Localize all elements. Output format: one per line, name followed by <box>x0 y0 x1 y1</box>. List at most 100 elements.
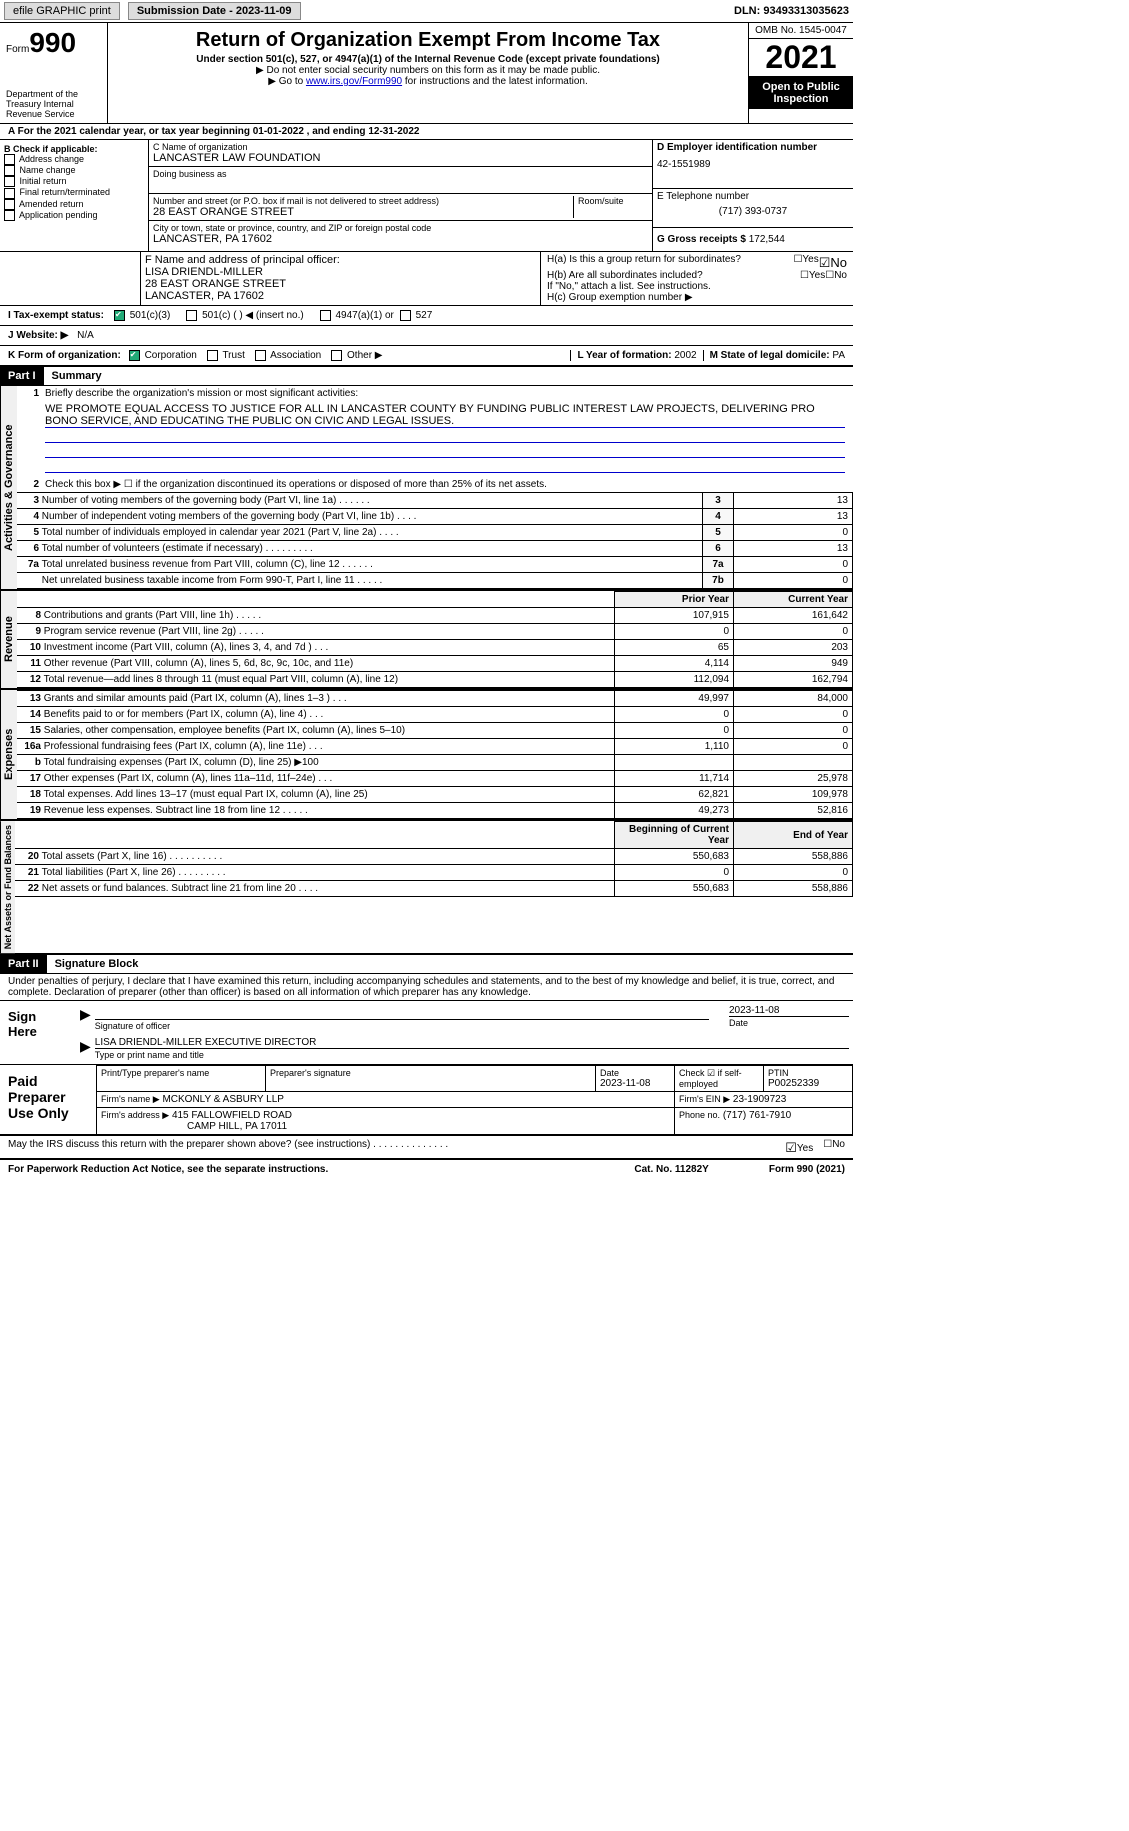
net-assets-section: Net Assets or Fund Balances Beginning of… <box>0 821 853 955</box>
h-b-no[interactable]: ☐No <box>825 270 847 281</box>
efile-print-button[interactable]: efile GRAPHIC print <box>4 2 120 20</box>
officer-city: LANCASTER, PA 17602 <box>145 290 536 302</box>
prep-sig-label: Preparer's signature <box>270 1068 591 1078</box>
part-i-header: Part I Summary <box>0 367 853 386</box>
discuss-yes[interactable]: ☑Yes <box>785 1139 813 1155</box>
expenses-section: Expenses 13 Grants and similar amounts p… <box>0 690 853 821</box>
firm-addr1: 415 FALLOWFIELD ROAD <box>172 1110 292 1121</box>
h-a-yes[interactable]: ☐Yes <box>793 254 818 270</box>
summary-row: 3 Number of voting members of the govern… <box>17 493 853 509</box>
h-b-note: If "No," attach a list. See instructions… <box>547 281 847 292</box>
net-assets-label: Net Assets or Fund Balances <box>0 821 15 953</box>
summary-row: 9 Program service revenue (Part VIII, li… <box>17 624 853 640</box>
dba-label: Doing business as <box>153 169 648 179</box>
org-form-row: K Form of organization: Corporation Trus… <box>0 346 853 367</box>
summary-row: Net unrelated business taxable income fr… <box>17 573 853 589</box>
check-final-return-terminated[interactable]: Final return/terminated <box>4 187 144 198</box>
firm-ein-label: Firm's EIN ▶ <box>679 1094 730 1104</box>
city-value: LANCASTER, PA 17602 <box>153 233 648 245</box>
summary-row: 12 Total revenue—add lines 8 through 11 … <box>17 672 853 688</box>
k-label: K Form of organization: <box>8 350 121 361</box>
tax-year: 2021 <box>749 39 853 77</box>
sign-here-label: Sign Here <box>0 1001 76 1064</box>
firm-addr-label: Firm's address ▶ <box>101 1110 169 1120</box>
irs-link[interactable]: www.irs.gov/Form990 <box>306 76 402 87</box>
check-initial-return[interactable]: Initial return <box>4 176 144 187</box>
m-label: M State of legal domicile: <box>710 350 830 361</box>
k-other[interactable]: Other ▶ <box>331 350 382 361</box>
check-name-change[interactable]: Name change <box>4 165 144 176</box>
activities-label: Activities & Governance <box>0 386 17 589</box>
form-number: Form990 <box>6 27 101 59</box>
sign-here-block: Sign Here ▶ Signature of officer 2023-11… <box>0 1001 853 1065</box>
check-amended-return[interactable]: Amended return <box>4 199 144 210</box>
k-corp[interactable]: Corporation <box>129 350 197 361</box>
tax-status-row: I Tax-exempt status: 501(c)(3) 501(c) ( … <box>0 306 853 326</box>
gross-label: G Gross receipts $ <box>657 234 746 245</box>
l-label: L Year of formation: <box>577 350 671 361</box>
status-501c3[interactable]: 501(c)(3) <box>114 310 170 321</box>
status-501c[interactable]: 501(c) ( ) ◀ (insert no.) <box>186 310 303 321</box>
part-ii-header: Part II Signature Block <box>0 955 853 974</box>
arrow-icon: ▶ <box>80 1038 91 1061</box>
discuss-no[interactable]: ☐No <box>823 1139 845 1155</box>
firm-addr2: CAMP HILL, PA 17011 <box>187 1121 287 1132</box>
check-application-pending[interactable]: Application pending <box>4 210 144 221</box>
h-a-no[interactable]: ☑No <box>819 255 847 271</box>
firm-phone-label: Phone no. <box>679 1110 720 1120</box>
dln-label: DLN: 93493313035623 <box>734 5 849 17</box>
summary-row: 11 Other revenue (Part VIII, column (A),… <box>17 656 853 672</box>
line-2: Check this box ▶ ☐ if the organization d… <box>45 479 849 490</box>
summary-row: 16a Professional fundraising fees (Part … <box>17 739 853 755</box>
ptin-label: PTIN <box>768 1068 848 1078</box>
h-c-label: H(c) Group exemption number ▶ <box>547 292 847 303</box>
top-bar: efile GRAPHIC print Submission Date - 20… <box>0 0 853 23</box>
activities-section: Activities & Governance 1Briefly describ… <box>0 386 853 591</box>
org-name: LANCASTER LAW FOUNDATION <box>153 152 648 164</box>
officer-street: 28 EAST ORANGE STREET <box>145 278 536 290</box>
paid-preparer-label: Paid Preparer Use Only <box>0 1065 96 1134</box>
sig-officer-line: Signature of officer <box>95 1019 709 1031</box>
officer-group-block: F Name and address of principal officer:… <box>0 252 853 306</box>
ein-label: D Employer identification number <box>657 142 849 153</box>
summary-row: 17 Other expenses (Part IX, column (A), … <box>17 771 853 787</box>
prep-check-label: Check ☑ if self-employed <box>679 1068 759 1089</box>
summary-row: 20 Total assets (Part X, line 16) . . . … <box>15 849 853 865</box>
status-4947[interactable]: 4947(a)(1) or <box>320 310 394 321</box>
officer-name: LISA DRIENDL-MILLER <box>145 266 536 278</box>
prep-name-label: Print/Type preparer's name <box>101 1068 261 1078</box>
revenue-section: Revenue Prior YearCurrent Year8 Contribu… <box>0 591 853 690</box>
summary-row: 22 Net assets or fund balances. Subtract… <box>15 881 853 897</box>
l-value: 2002 <box>674 350 696 361</box>
revenue-label: Revenue <box>0 591 17 688</box>
summary-row: 18 Total expenses. Add lines 13–17 (must… <box>17 787 853 803</box>
summary-row: 10 Investment income (Part VIII, column … <box>17 640 853 656</box>
form-subtitle: Under section 501(c), 527, or 4947(a)(1)… <box>112 54 744 65</box>
note-ssn: ▶ Do not enter social security numbers o… <box>112 65 744 76</box>
street-value: 28 EAST ORANGE STREET <box>153 206 573 218</box>
page-footer: For Paperwork Reduction Act Notice, see … <box>0 1159 853 1179</box>
gross-value: 172,544 <box>749 234 785 245</box>
form-header: Form990 Department of the Treasury Inter… <box>0 23 853 124</box>
entity-block: B Check if applicable: Address change Na… <box>0 140 853 252</box>
mission-text: WE PROMOTE EQUAL ACCESS TO JUSTICE FOR A… <box>45 403 845 428</box>
prep-date-label: Date <box>600 1068 670 1078</box>
status-527[interactable]: 527 <box>400 310 432 321</box>
discuss-row: May the IRS discuss this return with the… <box>0 1136 853 1159</box>
summary-row: 13 Grants and similar amounts paid (Part… <box>17 691 853 707</box>
footer-mid: Cat. No. 11282Y <box>634 1164 708 1175</box>
m-value: PA <box>832 350 845 361</box>
phone-label: E Telephone number <box>657 191 849 202</box>
check-address-change[interactable]: Address change <box>4 154 144 165</box>
summary-row: 14 Benefits paid to or for members (Part… <box>17 707 853 723</box>
ein-value: 42-1551989 <box>657 159 849 170</box>
expenses-label: Expenses <box>0 690 17 819</box>
k-assoc[interactable]: Association <box>255 350 321 361</box>
submission-date-button[interactable]: Submission Date - 2023-11-09 <box>128 2 301 20</box>
penalties-text: Under penalties of perjury, I declare th… <box>0 974 853 1001</box>
check-applicable-label: B Check if applicable: <box>4 144 144 154</box>
sig-date-label: Date <box>729 1016 849 1028</box>
firm-name-label: Firm's name ▶ <box>101 1094 160 1104</box>
k-trust[interactable]: Trust <box>207 350 245 361</box>
h-b-yes[interactable]: ☐Yes <box>800 270 825 281</box>
